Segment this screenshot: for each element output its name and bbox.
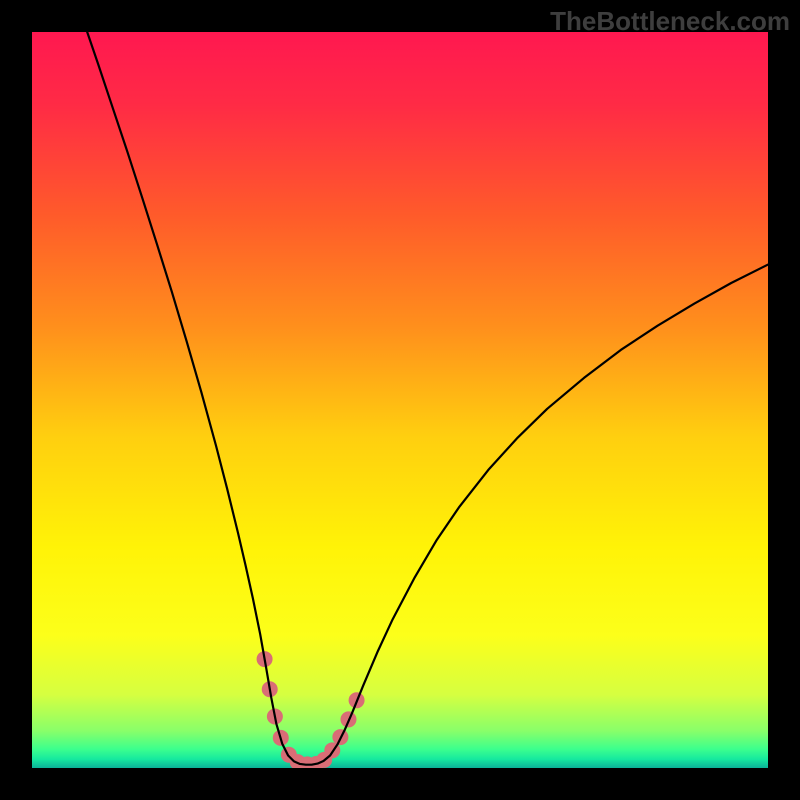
chart-svg [32, 32, 768, 768]
watermark-text: TheBottleneck.com [550, 6, 790, 37]
chart-background [32, 32, 768, 768]
chart-plot-area [32, 32, 768, 768]
